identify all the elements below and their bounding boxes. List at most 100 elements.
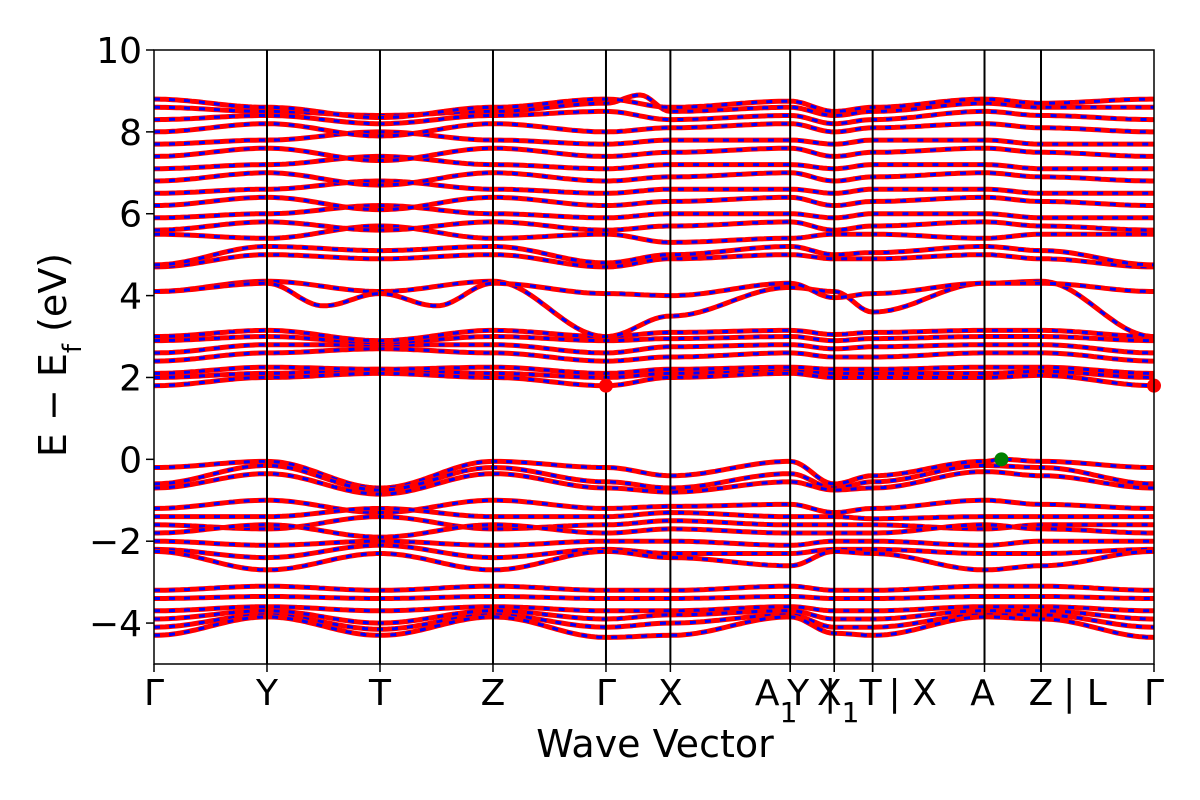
spin-down-line [154, 343, 1154, 355]
spin-down-line [153, 245, 1154, 267]
valence-band-15 [154, 614, 1155, 640]
conduction-band-27 [154, 223, 1154, 245]
conduction-band-32 [154, 170, 1154, 188]
spin-down-line [154, 507, 1154, 521]
valence-band-8 [154, 542, 1154, 561]
x-tick-label: A [970, 673, 995, 714]
kpoint-lines [265, 50, 1043, 664]
cbm-marker [598, 378, 613, 393]
y-tick-label: 8 [119, 113, 142, 154]
spin-down-line [154, 457, 1154, 490]
spin-down-line [153, 122, 1154, 138]
y-axis-label-main: E − E [31, 353, 75, 457]
x-tick-label: T [368, 673, 392, 714]
conduction-band-22 [154, 327, 1154, 344]
valence-band-10 [154, 583, 1154, 593]
spin-down-line [154, 523, 1154, 539]
spin-down-line [154, 171, 1154, 187]
spin-down-line [153, 464, 1155, 492]
plot-frame [153, 49, 1155, 665]
valence-band-12 [154, 604, 1154, 614]
conduction-band-25 [154, 252, 1154, 270]
spin-down-line [154, 224, 1154, 244]
conduction-band-28 [154, 219, 1154, 233]
spin-down-line [154, 367, 1155, 379]
conduction-band-18 [154, 364, 1154, 376]
spin-down-line [154, 279, 1155, 339]
spin-down-line [154, 281, 1154, 308]
conduction-band-37 [154, 108, 1154, 127]
conduction-band-35 [154, 129, 1154, 147]
valence-band-4 [154, 506, 1154, 522]
extrema-markers [598, 378, 1161, 467]
spin-down-line [154, 543, 1154, 560]
x-tick-label: Γ [1144, 673, 1164, 714]
spin-down-line [154, 584, 1154, 592]
x-axis-label: Wave Vector [536, 722, 774, 766]
y-axis-label: E − Ef (eV) [31, 253, 88, 457]
spin-down-line [154, 195, 1154, 212]
x-tick-label: | [824, 673, 836, 714]
y-tick-label: −2 [89, 522, 142, 563]
conduction-band-39 [154, 96, 1154, 120]
spin-down-line [154, 97, 1154, 119]
x-tick-label: Γ [144, 673, 164, 714]
x-tick-label: X [658, 673, 683, 714]
spin-down-line [154, 347, 1154, 363]
valence-band-13 [154, 608, 1154, 626]
spin-down-line [154, 220, 1154, 232]
x-tick-label: Z [481, 673, 506, 714]
spin-down-line [154, 605, 1154, 613]
y-tick-label: 2 [119, 358, 142, 399]
valence-band-9 [153, 548, 1155, 573]
vbm-marker [994, 452, 1009, 467]
spin-down-line [154, 130, 1154, 146]
valence-band-5 [154, 514, 1154, 532]
conduction-band-16 [153, 370, 1155, 389]
conduction-band-31 [154, 178, 1154, 196]
spin-down-line [154, 615, 1155, 639]
y-tick-label: 0 [119, 440, 142, 481]
y-axis-label-sub: f [58, 343, 88, 353]
spin-down-line [154, 365, 1154, 375]
conduction-band-33 [154, 153, 1154, 172]
conduction-band-30 [154, 194, 1154, 213]
spin-down-line [153, 470, 1154, 496]
spin-down-line [154, 515, 1154, 531]
spin-down-line [154, 179, 1154, 195]
x-tick-label-subscript: 1 [780, 696, 798, 729]
x-tick-label: | L [1063, 673, 1107, 714]
spin-down-line [154, 609, 1154, 625]
bands-layer [153, 92, 1155, 640]
conduction-band-34 [154, 145, 1154, 163]
spin-down-line [154, 253, 1154, 269]
conduction-band-26 [153, 244, 1154, 268]
valence-band-0 [154, 456, 1154, 491]
valence-band-2 [153, 469, 1154, 497]
conduction-band-17 [154, 366, 1155, 380]
y-tick-label: 4 [119, 277, 142, 318]
spin-down-line [154, 595, 1154, 600]
x-tick-label: Z [1029, 673, 1054, 714]
y-tick-label: 10 [96, 31, 142, 72]
x-tick-label: | X [889, 673, 937, 714]
spin-down-line [153, 549, 1155, 572]
valence-band-1 [153, 463, 1155, 493]
conduction-band-21 [154, 334, 1154, 346]
x-tick-label: Y [255, 673, 279, 714]
x-tick-label: X1 [817, 673, 860, 729]
y-tick-label: −4 [89, 604, 142, 645]
valence-band-6 [154, 522, 1154, 540]
y-axis-label-unit: (eV) [31, 253, 75, 344]
conduction-band-20 [154, 342, 1154, 356]
conduction-band-36 [153, 121, 1154, 139]
spin-down-line [154, 146, 1154, 162]
spin-down-line [154, 539, 1154, 547]
conduction-band-24 [154, 280, 1154, 309]
spin-down-line [153, 371, 1155, 388]
spin-down-line [154, 335, 1154, 345]
x-tick-label: Γ [596, 673, 616, 714]
valence-band-3 [153, 497, 1155, 515]
